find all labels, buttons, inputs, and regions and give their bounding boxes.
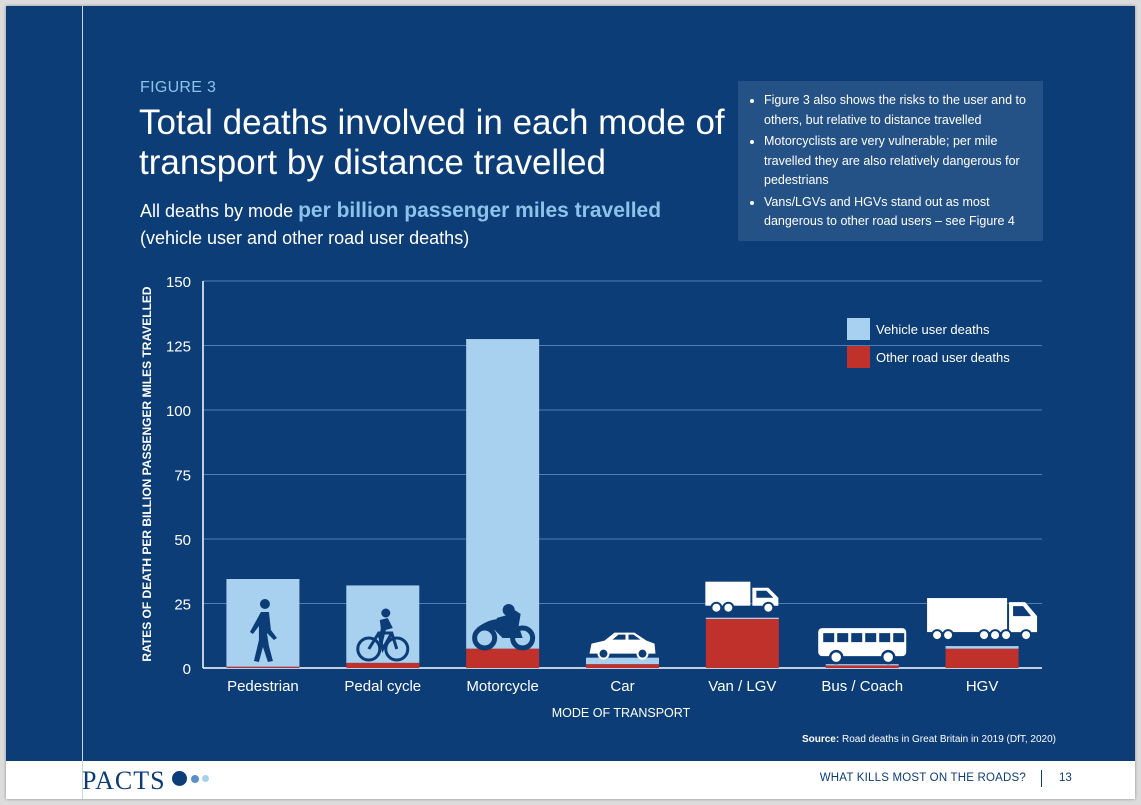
legend-swatch bbox=[847, 318, 870, 340]
x-tick-label: Motorcycle bbox=[466, 678, 539, 695]
y-tick-label: 50 bbox=[174, 532, 191, 549]
hgv-icon bbox=[927, 598, 1038, 642]
bus-icon bbox=[818, 628, 907, 665]
van-icon bbox=[705, 581, 779, 614]
notes-list: Figure 3 also shows the risks to the use… bbox=[738, 81, 1043, 232]
legend-label: Vehicle user deaths bbox=[876, 322, 990, 337]
margin-rule bbox=[82, 6, 83, 799]
x-tick-label: Bus / Coach bbox=[821, 678, 903, 695]
bar-other-road-user bbox=[586, 664, 659, 668]
figure-title: Total deaths involved in each mode of tr… bbox=[139, 103, 725, 182]
y-tick-label: 25 bbox=[174, 597, 191, 614]
subtitle-prefix: All deaths by mode bbox=[140, 201, 299, 221]
subtitle-highlight: per billion passenger miles travelled bbox=[298, 199, 662, 222]
car-icon bbox=[589, 632, 656, 660]
x-tick-label: Car bbox=[610, 678, 634, 695]
bar-other-road-user bbox=[705, 618, 779, 668]
report-page: FIGURE 3 Total deaths involved in each m… bbox=[6, 6, 1135, 799]
pacts-logo: PACTS bbox=[82, 766, 166, 795]
note-item: Figure 3 also shows the risks to the use… bbox=[764, 91, 1033, 130]
y-tick-label: 0 bbox=[183, 661, 191, 678]
source-note: Source: Road deaths in Great Britain in … bbox=[606, 734, 1056, 745]
bar-other-road-user bbox=[466, 648, 540, 668]
bar-vehicle-user bbox=[586, 657, 659, 665]
y-tick-label: 75 bbox=[174, 468, 191, 485]
legend-label: Other road user deaths bbox=[876, 350, 1010, 365]
bar-vehicle-user bbox=[945, 646, 1019, 649]
x-tick-label: HGV bbox=[966, 678, 999, 695]
bar-other-road-user bbox=[226, 666, 300, 668]
y-tick-label: 100 bbox=[166, 403, 191, 420]
page-number: 13 bbox=[1059, 772, 1072, 784]
x-tick-label: Pedestrian bbox=[227, 678, 299, 695]
legend-swatch bbox=[847, 346, 870, 368]
figure-subtitle: All deaths by mode per billion passenger… bbox=[140, 197, 740, 252]
subtitle-line2: (vehicle user and other road user deaths… bbox=[140, 228, 470, 248]
bar-other-road-user bbox=[945, 648, 1019, 668]
x-tick-label: Pedal cycle bbox=[344, 678, 421, 695]
bicycle-icon bbox=[356, 608, 410, 662]
note-item: Vans/LGVs and HGVs stand out as most dan… bbox=[764, 193, 1033, 232]
bar-vehicle-user bbox=[825, 664, 899, 666]
y-tick-label: 125 bbox=[166, 339, 191, 356]
y-axis-label: RATES OF DEATH PER BILLION PASSENGER MIL… bbox=[140, 286, 154, 661]
bar-vehicle-user bbox=[466, 339, 540, 649]
figure-label: FIGURE 3 bbox=[140, 79, 217, 96]
footer-divider bbox=[1041, 770, 1042, 787]
bar-vehicle-user bbox=[705, 617, 779, 619]
source-text: Road deaths in Great Britain in 2019 (Df… bbox=[839, 734, 1056, 745]
y-tick-label: 150 bbox=[166, 274, 191, 291]
note-item: Motorcyclists are very vulnerable; per m… bbox=[764, 132, 1033, 191]
source-label: Source: bbox=[801, 734, 840, 745]
x-tick-label: Van / LGV bbox=[708, 678, 776, 695]
notes-box: Figure 3 also shows the risks to the use… bbox=[738, 81, 1043, 241]
x-axis-label: MODE OF TRANSPORT bbox=[552, 706, 691, 720]
bar-chart: 0 25 50 75 100 125 150 RATES OF DEATH PER BILLI… bbox=[140, 274, 1042, 720]
motorcycle-icon bbox=[472, 604, 536, 651]
pedestrian-icon bbox=[249, 599, 277, 662]
footer-title: WHAT KILLS MOST ON THE ROADS? bbox=[819, 772, 1026, 784]
bar-other-road-user bbox=[825, 665, 899, 668]
bar-other-road-user bbox=[346, 662, 420, 668]
